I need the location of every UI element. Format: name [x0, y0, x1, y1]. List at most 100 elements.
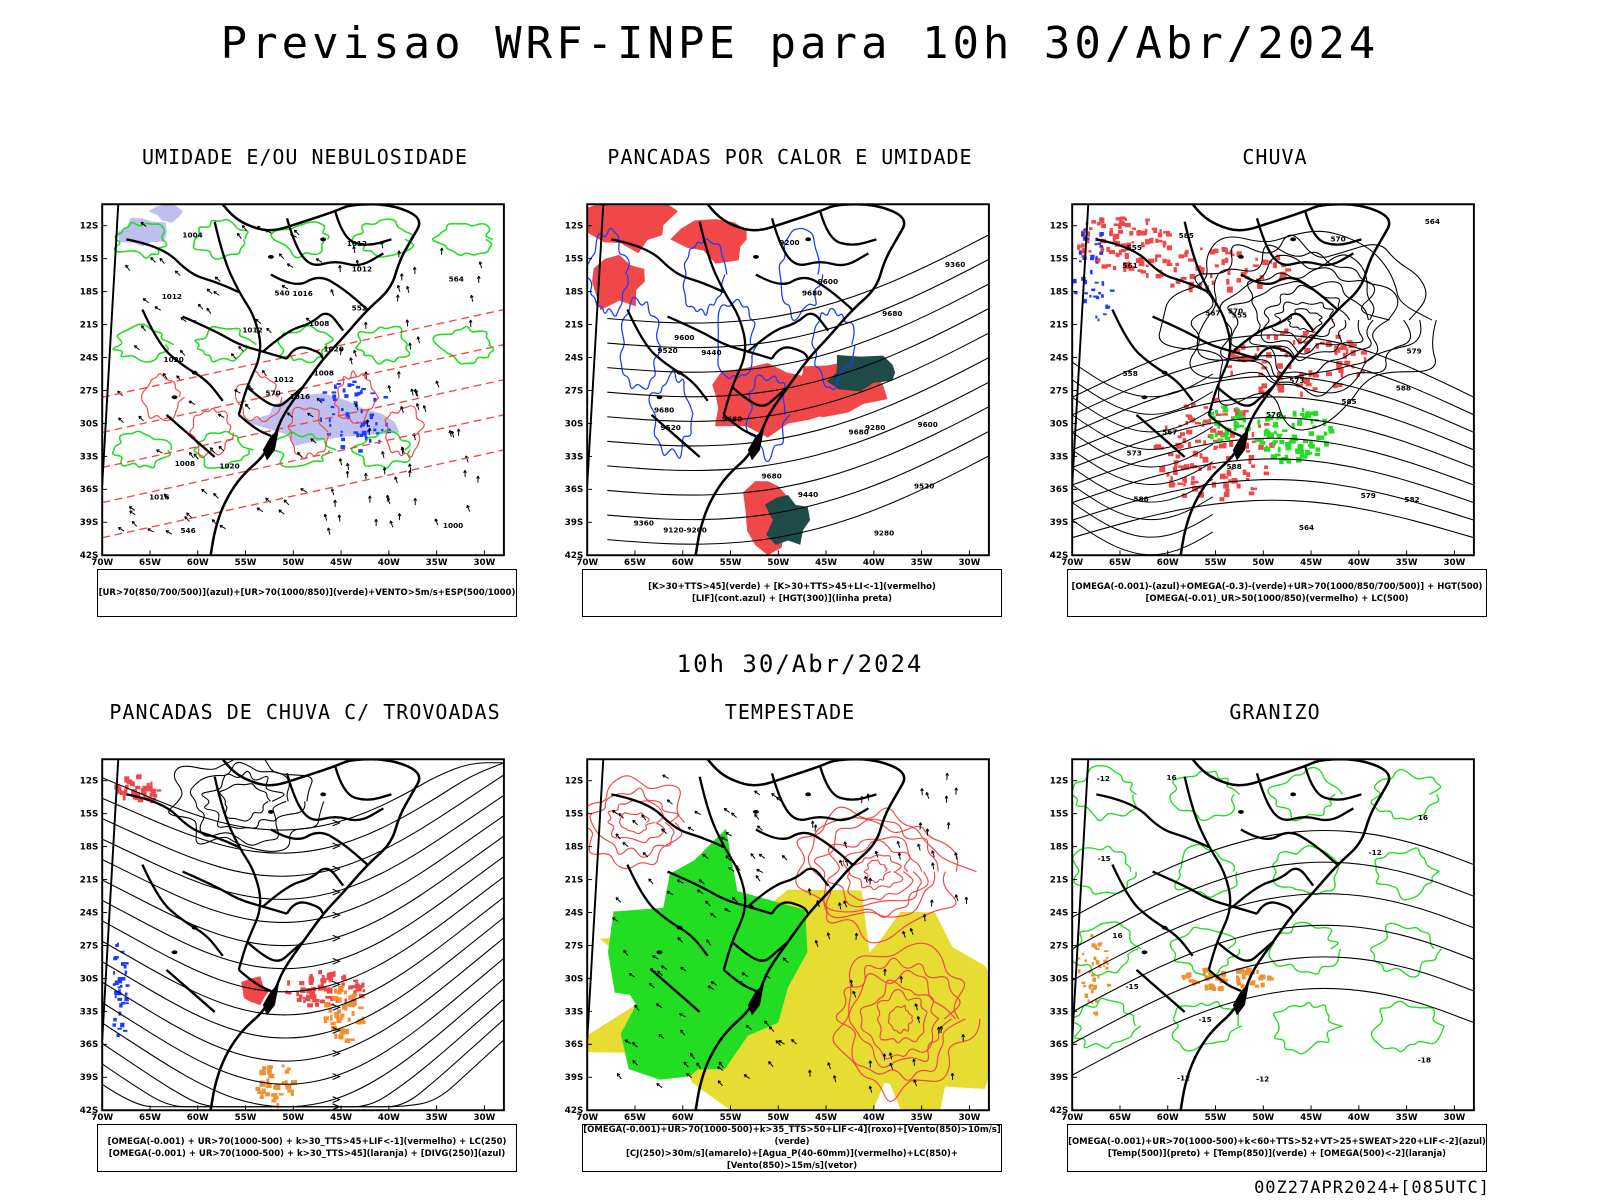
shaded-cell [1181, 493, 1188, 498]
contour-label: 585 [1341, 397, 1356, 406]
contour-label: 9600 [818, 277, 838, 286]
shaded-cell [339, 1028, 345, 1032]
shaded-cell [340, 1031, 344, 1035]
wind-vector [731, 812, 737, 818]
wind-vector [902, 931, 906, 938]
shaded-cell [369, 415, 374, 420]
shaded-cell [1159, 274, 1164, 278]
shaded-cell [337, 989, 342, 995]
shaded-cell [1203, 406, 1209, 409]
shaded-cell [1314, 452, 1321, 457]
shaded-cell [146, 782, 150, 787]
shaded-cell [1259, 974, 1266, 978]
wind-vector-head [868, 1060, 873, 1064]
shaded-cell [1155, 444, 1162, 449]
shaded-cell [1230, 432, 1235, 438]
shaded-cell [1251, 432, 1255, 438]
state-border [1111, 864, 1194, 957]
wind-vector-head [826, 932, 831, 936]
shaded-cell [122, 1029, 128, 1032]
wind-vector-head [338, 458, 343, 462]
shaded-cell [124, 962, 129, 965]
shaded-cell [1315, 447, 1321, 452]
wind-vector-head [717, 1066, 721, 1070]
streamline [102, 978, 504, 1108]
wind-vector [245, 403, 251, 410]
wind-vector-head [814, 939, 819, 944]
wind-vector-head [310, 438, 314, 442]
lake [1161, 925, 1168, 930]
shaded-cell [1350, 349, 1356, 356]
contour-label: 1016 [290, 392, 310, 401]
contour-line [1072, 449, 1214, 486]
shaded-cell [360, 390, 363, 395]
shaded-cell [1301, 455, 1308, 459]
shaded-cell [1270, 977, 1274, 981]
wind-vector [781, 855, 788, 861]
contour-line [827, 836, 923, 908]
shaded-cell [1194, 422, 1201, 425]
wind-vector [330, 289, 335, 296]
shaded-cell [1199, 270, 1205, 274]
contour-label: 546 [180, 526, 195, 535]
wind-vector-head [142, 298, 147, 302]
map-content: 1016101210121016102010201012101610121008… [102, 204, 504, 556]
shaded-cell [326, 987, 333, 994]
wind-vector [415, 390, 419, 397]
contour-label: 9200 [779, 238, 799, 247]
shaded-cell [1094, 1011, 1099, 1016]
wind-vector-head [415, 403, 420, 407]
shaded-cell [1173, 470, 1178, 476]
wind-vector [355, 403, 359, 411]
wind-vector [615, 833, 621, 840]
lagoa-dos-patos [1232, 983, 1249, 1016]
wind-vector-head [397, 513, 402, 517]
shaded-cell [1123, 243, 1130, 247]
wind-vector-head [201, 488, 205, 493]
wind-vector-head [293, 229, 298, 233]
shaded-cell [1301, 407, 1305, 413]
shaded-cell [1097, 974, 1100, 979]
wind-vector [286, 263, 294, 268]
shaded-cell [349, 1001, 356, 1008]
wind-vector-head [186, 512, 190, 516]
lat-label: 30S [1050, 419, 1069, 429]
shaded-cell [1273, 421, 1279, 427]
lon-label: 60W [187, 1113, 209, 1120]
shaded-cell [361, 1016, 365, 1023]
shaded-cell [1083, 280, 1087, 285]
shaded-cell [1149, 237, 1154, 244]
shaded-cell [323, 1016, 330, 1020]
shaded-cell [1231, 478, 1238, 484]
contour-line [887, 1004, 914, 1034]
wind-vector-head [337, 514, 342, 518]
wind-vector-head [353, 349, 357, 354]
contour-line [1072, 431, 1214, 468]
state-border [238, 413, 272, 437]
shaded-cell [1227, 269, 1231, 276]
shaded-cell [118, 992, 122, 996]
shaded-cell [331, 391, 337, 394]
state-border [182, 315, 288, 360]
shaded-cell [1297, 444, 1304, 450]
contour-label: 1008 [175, 459, 195, 468]
panel-caption: [OMEGA(-0.001)+UR>70(1000-500)+k>35_TTS>… [582, 1124, 1002, 1172]
wind-vector-head [218, 445, 222, 450]
wind-vector [278, 253, 285, 260]
wind-vector [297, 452, 303, 458]
shaded-cell [1300, 391, 1303, 398]
wind-vector-head [163, 493, 168, 497]
wind-vector-head [230, 353, 235, 357]
wind-vector [327, 527, 331, 535]
wind-vector-head [408, 342, 412, 346]
shaded-cell [1230, 370, 1233, 377]
wind-vector [728, 866, 735, 872]
shaded-cell [1159, 466, 1166, 473]
shaded-cell [1279, 439, 1285, 445]
coastline [1179, 759, 1391, 1111]
wind-vector [745, 1024, 752, 1030]
state-border [285, 346, 325, 360]
shaded-cell [1286, 458, 1291, 464]
lat-label: 27S [565, 386, 584, 396]
shaded-cell [1257, 419, 1261, 425]
